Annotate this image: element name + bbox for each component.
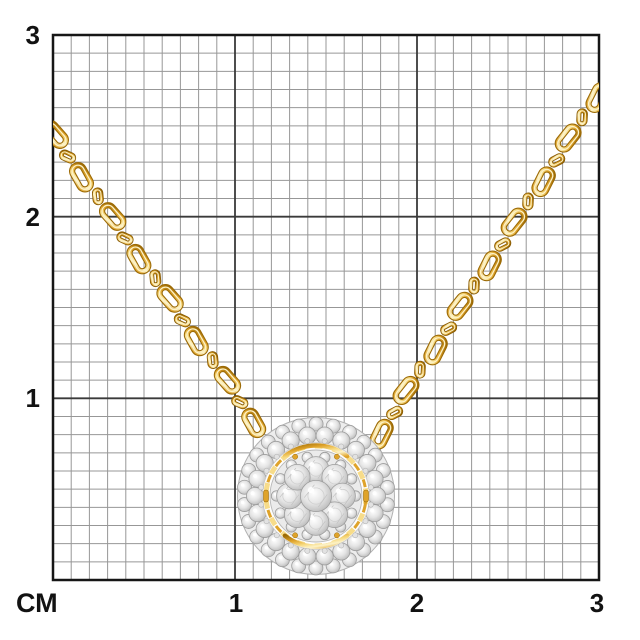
diamond-halo-pendant (237, 416, 395, 576)
x-axis-label-3: 3 (590, 588, 604, 618)
gold-chain (53, 82, 599, 450)
axis-labels: 3 2 1 СМ 1 2 3 (16, 20, 604, 618)
unit-label: СМ (16, 588, 58, 618)
x-axis-label-2: 2 (410, 588, 424, 618)
y-axis-label-3: 3 (26, 20, 40, 50)
y-axis-label-2: 2 (26, 202, 40, 232)
chain-right-strand (369, 82, 599, 450)
chain-left-strand (53, 120, 267, 439)
x-axis-label-1: 1 (229, 588, 243, 618)
pendant-gold-gallery (263, 443, 369, 549)
pendant-diamond-cluster (269, 449, 363, 543)
y-axis-label-1: 1 (26, 383, 40, 413)
